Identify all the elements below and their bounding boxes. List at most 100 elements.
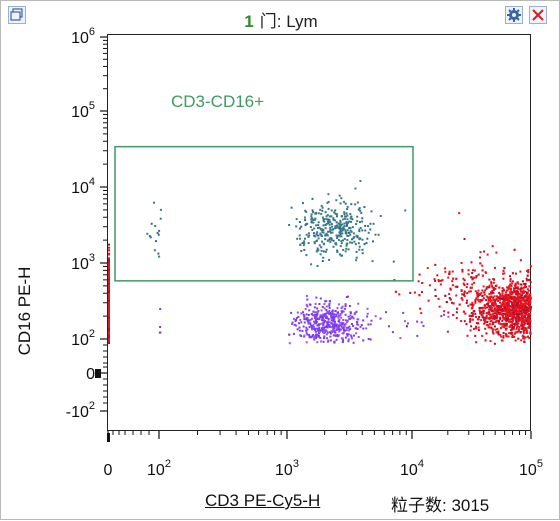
plot-area[interactable]: CD3-CD16+: [107, 34, 532, 431]
event-dot: [324, 211, 327, 214]
event-dot: [517, 314, 520, 317]
event-dot: [404, 209, 407, 212]
event-dot: [507, 305, 510, 307]
event-dot: [521, 321, 524, 324]
event-dot: [505, 310, 508, 313]
event-dot: [525, 306, 528, 309]
event-dot: [333, 341, 336, 344]
event-dot: [512, 319, 514, 322]
event-dot: [315, 224, 318, 227]
event-dot: [494, 300, 497, 303]
gate-rectangle[interactable]: [114, 145, 414, 282]
event-dot: [342, 248, 345, 251]
event-dot: [321, 316, 324, 319]
event-dot: [518, 326, 521, 328]
event-dot: [108, 282, 110, 285]
event-dot: [316, 234, 319, 237]
event-dot: [521, 304, 524, 307]
settings-button[interactable]: [505, 6, 523, 24]
event-dot: [306, 305, 309, 308]
close-button[interactable]: [529, 6, 547, 24]
event-dot: [468, 290, 471, 293]
event-dot: [527, 322, 530, 325]
event-dot: [310, 263, 313, 266]
x-axis-label[interactable]: CD3 PE-Cy5-H: [205, 491, 321, 510]
event-dot: [108, 288, 110, 291]
event-dot: [498, 286, 501, 289]
event-dot: [518, 304, 521, 307]
event-dot: [517, 292, 520, 295]
event-dot: [434, 295, 437, 297]
event-dot: [494, 325, 496, 328]
event-dot: [314, 311, 317, 314]
event-dot: [491, 285, 494, 288]
gate-label[interactable]: CD3-CD16+: [171, 92, 264, 111]
event-dot: [305, 341, 308, 344]
event-dot: [500, 304, 503, 307]
event-dot: [339, 221, 342, 224]
event-dot: [445, 301, 448, 303]
event-dot: [526, 291, 529, 294]
event-dot: [353, 334, 355, 337]
event-dot: [525, 277, 528, 280]
event-dot: [305, 233, 308, 236]
event-dot: [500, 339, 503, 342]
event-dot: [468, 320, 471, 323]
event-dot: [489, 323, 492, 326]
event-dot: [491, 316, 494, 319]
event-dot: [524, 312, 527, 315]
event-dot: [301, 202, 304, 205]
event-dot: [472, 276, 475, 279]
event-dot: [345, 224, 348, 227]
event-dot: [308, 336, 311, 339]
event-dot: [522, 311, 525, 313]
event-dot: [513, 289, 515, 292]
event-dot: [335, 338, 338, 341]
event-dot: [319, 232, 322, 235]
event-dot: [372, 240, 374, 243]
event-dot: [503, 267, 506, 270]
event-dot: [471, 269, 474, 272]
event-dot: [348, 226, 351, 229]
event-dot: [398, 293, 401, 296]
restore-button[interactable]: [8, 6, 26, 24]
event-dot: [344, 303, 347, 306]
event-dot: [528, 296, 531, 299]
event-dot: [448, 270, 451, 273]
event-dot: [511, 292, 514, 295]
event-dot: [483, 319, 485, 322]
event-dot: [320, 212, 323, 215]
event-dot: [496, 297, 499, 300]
event-dot: [358, 230, 361, 233]
event-dot: [529, 310, 532, 312]
event-dot: [324, 320, 327, 323]
event-dot: [325, 312, 328, 315]
event-dot: [509, 329, 512, 332]
event-dot: [313, 328, 316, 331]
event-dot: [332, 245, 335, 248]
event-dot: [343, 237, 346, 240]
event-dot: [350, 335, 353, 338]
event-dot: [343, 211, 346, 214]
event-dot: [148, 235, 151, 238]
event-dot: [452, 302, 455, 305]
event-dot: [311, 328, 314, 331]
event-dot: [499, 307, 502, 310]
event-dot: [473, 310, 476, 313]
event-dot: [349, 328, 352, 331]
event-dot: [349, 233, 352, 236]
event-dot: [487, 324, 490, 327]
event-dot: [522, 291, 525, 294]
event-dot: [496, 307, 499, 310]
event-dot: [504, 333, 507, 335]
event-dot: [370, 210, 373, 213]
event-dot: [288, 333, 291, 336]
event-dot: [327, 200, 330, 203]
event-dot: [341, 223, 344, 226]
event-dot: [470, 307, 473, 310]
event-dot: [513, 308, 516, 310]
event-dot: [449, 288, 452, 291]
event-dot: [334, 227, 337, 230]
event-dot: [460, 320, 463, 323]
event-dot: [483, 250, 486, 253]
